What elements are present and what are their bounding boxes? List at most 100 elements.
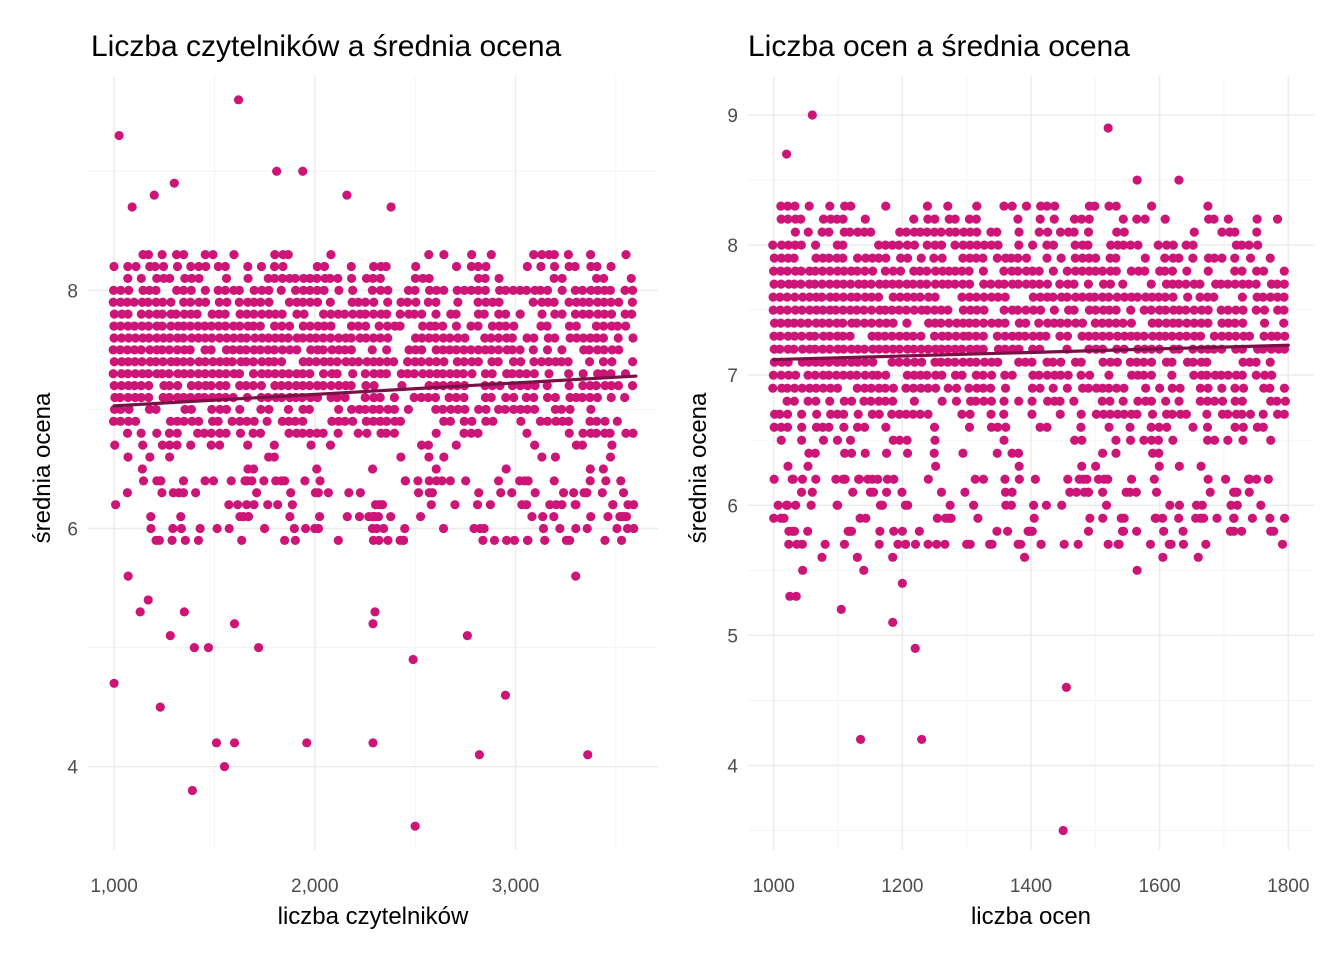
scatter-point: [550, 333, 560, 343]
scatter-point: [286, 488, 296, 498]
scatter-point: [852, 305, 862, 315]
scatter-point: [790, 227, 800, 237]
outlier-point: [798, 565, 808, 575]
scatter-point: [347, 297, 357, 307]
scatter-point: [538, 523, 549, 534]
scatter-point: [860, 357, 870, 367]
scatter-point: [999, 279, 1009, 289]
outlier-point: [839, 539, 850, 549]
scatter-point: [311, 333, 321, 343]
scatter-point: [909, 357, 920, 367]
scatter-point: [805, 383, 815, 393]
scatter-point: [318, 428, 328, 438]
scatter-point: [165, 333, 175, 343]
scatter-point: [157, 309, 167, 319]
scatter-point: [901, 227, 911, 237]
scatter-point: [782, 500, 793, 510]
scatter-point: [1106, 240, 1116, 250]
scatter-point: [1027, 383, 1038, 393]
x-tick-label: 2,000: [291, 876, 339, 897]
scatter-point: [1098, 487, 1108, 497]
scatter-point: [1272, 409, 1283, 419]
scatter-point: [255, 321, 265, 331]
scatter-point: [1090, 318, 1100, 328]
scatter-point: [348, 369, 358, 379]
scatter-point: [1063, 474, 1073, 484]
scatter-point: [936, 357, 946, 367]
scatter-point: [269, 440, 279, 450]
scatter-point: [776, 279, 786, 289]
scatter-point: [893, 539, 903, 549]
scatter-point: [957, 292, 967, 302]
scatter-point: [863, 474, 873, 484]
scatter-point: [291, 381, 301, 391]
scatter-point: [537, 250, 547, 260]
scatter-point: [116, 369, 127, 379]
scatter-point: [1196, 461, 1206, 471]
scatter-point: [1217, 318, 1227, 328]
scatter-point: [592, 297, 603, 307]
scatter-point: [964, 292, 975, 302]
scatter-point: [570, 261, 580, 272]
scatter-point: [1118, 526, 1129, 536]
scatter-point: [789, 253, 799, 263]
scatter-point: [1069, 214, 1080, 224]
scatter-point: [472, 500, 483, 510]
scatter-point: [431, 357, 441, 367]
scatter-point: [1069, 396, 1079, 406]
scatter-point: [769, 422, 779, 432]
scatter-point: [782, 409, 793, 419]
scatter-point: [151, 357, 161, 367]
scatter-point: [971, 357, 981, 367]
scatter-point: [1258, 292, 1268, 302]
scatter-point: [438, 523, 449, 534]
scatter-point: [1279, 279, 1289, 289]
scatter-point: [467, 416, 477, 426]
scatter-point: [894, 344, 905, 354]
scatter-point: [627, 309, 637, 319]
scatter-point: [1111, 266, 1121, 276]
scatter-point: [1140, 266, 1150, 276]
scatter-point: [215, 404, 225, 415]
scatter-point: [866, 305, 877, 315]
scatter-point: [1279, 266, 1289, 276]
scatter-point: [929, 253, 939, 263]
scatter-point: [1077, 435, 1087, 445]
scatter-point: [257, 333, 267, 343]
scatter-point: [466, 345, 476, 355]
scatter-point: [1021, 305, 1031, 315]
scatter-point: [269, 345, 280, 355]
scatter-point: [178, 357, 189, 367]
scatter-point: [1118, 318, 1128, 328]
scatter-point: [1147, 409, 1158, 419]
scatter-point: [1090, 201, 1100, 211]
scatter-point: [368, 404, 378, 415]
scatter-point: [473, 297, 483, 307]
scatter-point: [178, 285, 189, 295]
scatter-point: [895, 266, 906, 276]
scatter-point: [852, 253, 863, 263]
scatter-point: [207, 404, 217, 415]
scatter-point: [881, 487, 892, 497]
scatter-point: [1057, 500, 1067, 510]
scatter-point: [613, 333, 623, 343]
scatter-point: [395, 535, 405, 546]
scatter-point: [467, 250, 477, 260]
scatter-point: [453, 297, 463, 307]
scatter-point: [144, 333, 154, 343]
scatter-point: [1151, 487, 1162, 497]
scatter-point: [946, 513, 956, 523]
scatter-point: [361, 333, 371, 343]
scatter-point: [348, 285, 358, 295]
y-tick-label: 5: [727, 626, 738, 647]
scatter-point: [584, 345, 594, 355]
scatter-point: [507, 369, 517, 379]
scatter-point: [1141, 292, 1151, 302]
scatter-point: [1076, 422, 1086, 432]
scatter-point: [214, 369, 224, 379]
scatter-point: [115, 416, 126, 426]
scatter-point: [578, 369, 588, 379]
scatter-point: [478, 535, 488, 546]
scatter-point: [584, 309, 595, 319]
scatter-point: [846, 344, 857, 354]
